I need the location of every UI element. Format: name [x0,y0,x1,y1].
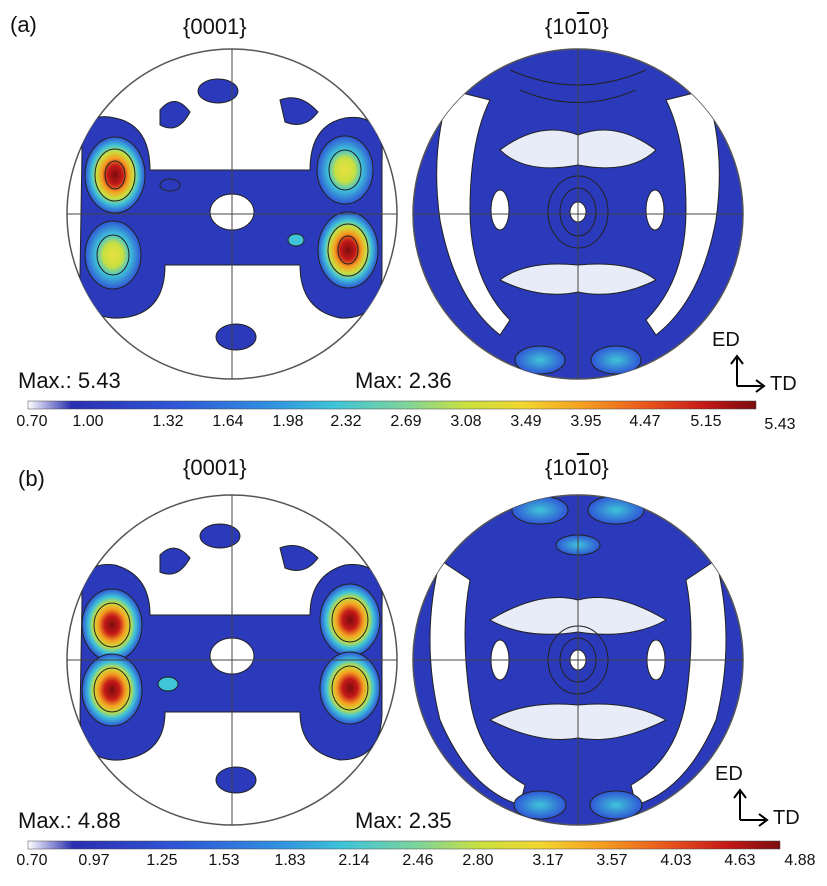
pole-figure-b-0001-title: {0001} [183,455,247,480]
axis-arrows-a [730,354,766,393]
colorbar-a-tick: 1.64 [212,413,244,430]
max-value-b-basal: Max.: 4.88 [18,808,121,833]
panel-a-label: (a) [10,12,37,37]
pole-figure-b-basal [66,494,398,826]
pole-figure-a-prism [412,48,744,380]
colorbar-b-tick: 3.17 [532,852,564,869]
colorbar-a-tick: 2.69 [390,413,422,430]
colorbar-a-tick: 1.98 [272,413,304,430]
max-value-b-prism: Max: 2.35 [355,808,452,833]
pole-figure-b-prism [412,494,744,826]
pole-figure-a-basal [66,48,398,380]
colorbar-b-tick: 0.97 [78,852,110,869]
colorbar-b-tick: 1.53 [208,852,240,869]
pole-figure-a-1010-title: {1010} [545,14,609,39]
colorbar-a-tick: 3.08 [450,413,482,430]
colorbar-b-tick: 4.88 [784,852,816,869]
colorbar-b-tick: 4.03 [660,852,692,869]
colorbar-b-tick: 0.70 [16,852,48,869]
colorbar-a-tick: 1.00 [72,413,104,430]
colorbar-b-tick: 1.83 [274,852,306,869]
ed-label-b: ED [715,763,743,785]
colorbar-a-tick: 2.32 [330,413,362,430]
max-value-a-prism: Max: 2.36 [355,368,452,393]
colorbar-a-tick: 0.70 [16,413,48,430]
colorbar-b-tick: 2.14 [338,852,370,869]
panel-b-label: (b) [18,466,45,491]
colorbar-a-tick: 5.15 [690,413,722,430]
colorbar-b-tick: 1.25 [146,852,178,869]
colorbar-b [27,840,781,850]
colorbar-b-tick: 2.46 [402,852,434,869]
colorbar-a-tick: 1.32 [152,413,184,430]
colorbar-a-tick: 3.49 [510,413,542,430]
colorbar-a [27,400,757,410]
axis-arrows-b [733,788,769,827]
td-label-a: TD [770,373,797,395]
colorbar-b-tick: 4.63 [724,852,756,869]
colorbar-b-tick: 2.80 [462,852,494,869]
pole-figure-b-1010-title: {1010} [545,455,609,480]
colorbar-b-tick: 3.57 [596,852,628,869]
max-value-a-basal: Max.: 5.43 [18,368,121,393]
pole-figure-a-0001-title: {0001} [183,14,247,39]
colorbar-a-tick: 5.43 [764,416,796,433]
colorbar-a-tick: 4.47 [629,413,661,430]
td-label-b: TD [773,807,800,829]
colorbar-a-tick: 3.95 [570,413,602,430]
ed-label-a: ED [712,329,740,351]
